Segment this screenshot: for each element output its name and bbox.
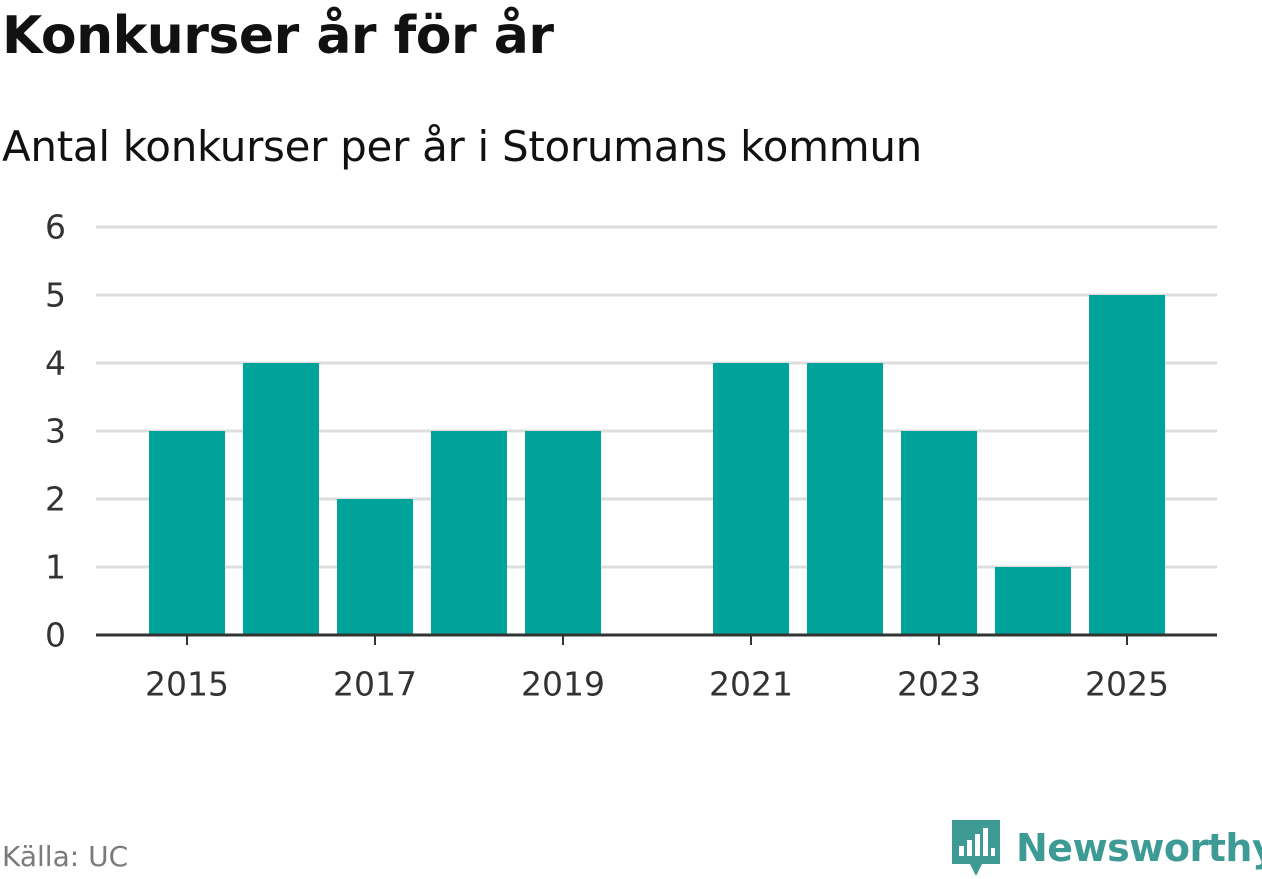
x-axis: [96, 633, 1217, 645]
y-tick-label: 1: [45, 548, 66, 587]
y-tick-label: 5: [45, 276, 66, 315]
bar: [995, 567, 1071, 635]
x-tick-label: 2019: [521, 665, 605, 704]
y-tick-label: 3: [45, 412, 66, 451]
chart-subtitle: Antal konkurser per år i Storumans kommu…: [2, 122, 922, 171]
chart-title: Konkurser år för år: [2, 6, 554, 66]
bar: [431, 431, 507, 635]
x-tick-label: 2023: [897, 665, 981, 704]
brand-name: Newsworthy: [1016, 826, 1262, 870]
x-tick-label: 2021: [709, 665, 793, 704]
bar: [901, 431, 977, 635]
bars: [149, 295, 1165, 635]
newsworthy-brand: Newsworthy: [950, 818, 1262, 878]
x-tick-label: 2015: [145, 665, 229, 704]
bar: [149, 431, 225, 635]
bar: [525, 431, 601, 635]
bar: [1089, 295, 1165, 635]
x-tick-label: 2025: [1085, 665, 1169, 704]
source-note: Källa: UC: [2, 840, 129, 873]
bar: [713, 363, 789, 635]
y-tick-label: 4: [45, 344, 66, 383]
bar: [243, 363, 319, 635]
y-tick-label: 2: [45, 480, 66, 519]
y-tick-label: 6: [45, 208, 66, 247]
newsworthy-logo-icon: [952, 820, 1000, 876]
y-tick-label: 0: [45, 616, 66, 655]
bar: [807, 363, 883, 635]
x-axis-labels: 2015 2017 2019 2021 2023 2025: [145, 665, 1169, 704]
y-axis-labels: 0 1 2 3 4 5 6: [45, 208, 66, 655]
bar: [337, 499, 413, 635]
x-tick-label: 2017: [333, 665, 417, 704]
